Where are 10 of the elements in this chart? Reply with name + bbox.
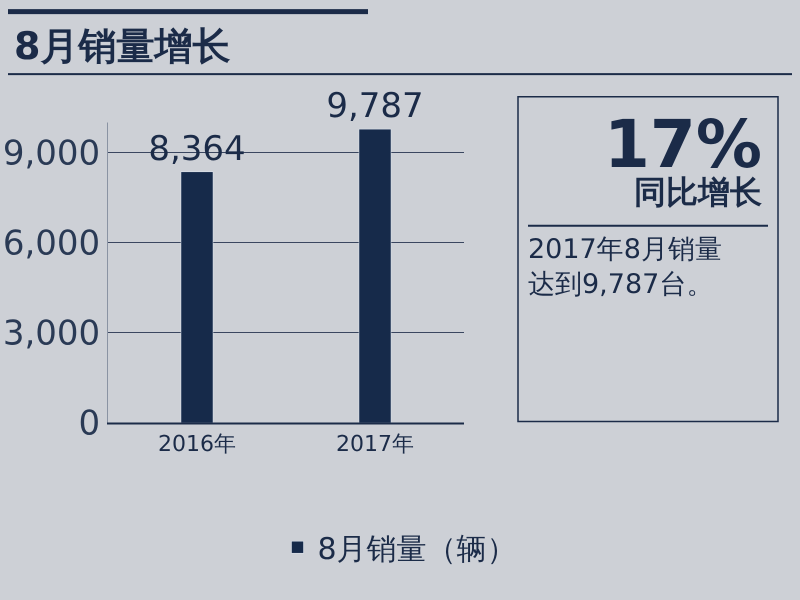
y-tick-label: 9,000	[2, 134, 100, 174]
y-tick-label: 3,000	[2, 314, 100, 354]
legend-label: 8月销量（辆）	[318, 532, 517, 567]
x-tick-label: 2016年	[158, 432, 236, 458]
text: 2017年8月销量达到9,787台。	[528, 234, 722, 300]
chart-title: 8月销量增长	[14, 24, 230, 68]
y-tick-label: 6,000	[2, 224, 100, 264]
x-tick-label: 2017年	[336, 432, 414, 458]
y-tick-label: 0	[78, 404, 100, 444]
data-label: 9,787	[326, 86, 424, 126]
